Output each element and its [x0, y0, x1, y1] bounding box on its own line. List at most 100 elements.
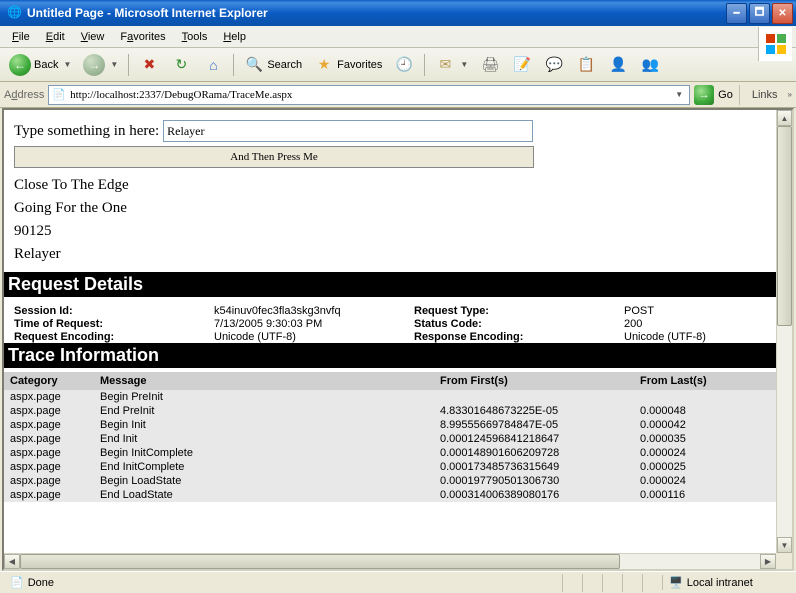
home-icon: ⌂ [203, 55, 223, 75]
table-cell: aspx.page [4, 446, 94, 460]
menubar: File Edit View Favorites Tools Help [0, 26, 796, 48]
table-cell: 0.000173485736315649 [434, 460, 634, 474]
search-button[interactable]: 🔍 Search [239, 52, 307, 78]
vertical-scrollbar[interactable]: ▲ ▼ [776, 110, 792, 553]
table-cell: 0.000197790501306730 [434, 474, 634, 488]
history-button[interactable]: 🕘 [389, 52, 419, 78]
page-icon: 📄 [52, 88, 66, 101]
page-content: Type something in here: And Then Press M… [4, 110, 776, 553]
trace-header: Trace Information [4, 343, 776, 368]
menu-edit[interactable]: Edit [38, 29, 73, 45]
table-cell: Begin Init [94, 418, 434, 432]
page-icon: 📄 [10, 576, 24, 589]
trace-table: Category Message From First(s) From Last… [4, 372, 776, 502]
table-cell: 0.000314006389080176 [434, 488, 634, 502]
print-button[interactable]: 🖨 [475, 52, 505, 78]
scroll-left-button[interactable]: ◀ [4, 554, 20, 569]
status-box [582, 574, 602, 592]
throbber [758, 27, 792, 61]
address-dropdown-icon[interactable]: ▼ [672, 90, 686, 99]
statusbar: 📄 Done 🖥️ Local intranet [0, 571, 796, 593]
links-chevron-icon[interactable]: » [788, 90, 792, 99]
messenger-icon: 👤 [608, 55, 628, 75]
menu-tools[interactable]: Tools [174, 29, 216, 45]
request-type-value: POST [624, 305, 766, 317]
list-item: Close To The Edge [14, 174, 766, 197]
history-icon: 🕘 [394, 55, 414, 75]
table-cell: Begin InitComplete [94, 446, 434, 460]
req-enc-value: Unicode (UTF-8) [214, 331, 414, 343]
table-row: aspx.pageBegin LoadState0.00019779050130… [4, 474, 776, 488]
back-button[interactable]: ← Back ▼ [4, 52, 76, 78]
forward-dropdown-icon: ▼ [110, 60, 118, 69]
mail-button[interactable]: ✉▼ [430, 52, 473, 78]
scroll-right-button[interactable]: ▶ [760, 554, 776, 569]
table-cell [434, 390, 634, 404]
favorites-label: Favorites [337, 59, 382, 71]
scroll-down-button[interactable]: ▼ [777, 537, 792, 553]
toolbar-sep [424, 54, 425, 76]
status-boxes [562, 574, 662, 592]
windows-flag-icon [764, 32, 788, 56]
forward-button[interactable]: → ▼ [78, 52, 123, 78]
horizontal-scrollbar[interactable]: ◀ ▶ [4, 553, 776, 569]
menu-favorites[interactable]: Favorites [112, 29, 173, 45]
go-button[interactable]: → [694, 85, 714, 105]
col-from-last: From Last(s) [634, 372, 776, 390]
minimize-button[interactable]: 🗕 [726, 3, 747, 24]
table-cell: aspx.page [4, 390, 94, 404]
scroll-thumb[interactable] [20, 554, 620, 569]
mail-icon: ✉ [435, 55, 455, 75]
zone-text: Local intranet [687, 577, 753, 589]
star-icon: ★ [314, 55, 334, 75]
home-button[interactable]: ⌂ [198, 52, 228, 78]
table-cell: Begin LoadState [94, 474, 434, 488]
menu-view[interactable]: View [73, 29, 113, 45]
status-box [602, 574, 622, 592]
menu-help[interactable]: Help [215, 29, 254, 45]
address-input[interactable] [70, 89, 668, 101]
table-cell: aspx.page [4, 488, 94, 502]
status-value: 200 [624, 318, 766, 330]
scroll-thumb[interactable] [777, 126, 792, 326]
table-cell: End InitComplete [94, 460, 434, 474]
table-cell: 0.000148901606209728 [434, 446, 634, 460]
text-input[interactable] [163, 120, 533, 142]
scroll-corner [776, 553, 792, 569]
window-title: Untitled Page - Microsoft Internet Explo… [27, 6, 726, 20]
submit-button[interactable]: And Then Press Me [14, 146, 534, 168]
research-button[interactable]: 📋 [571, 52, 601, 78]
col-message: Message [94, 372, 434, 390]
maximize-button[interactable]: 🗖 [749, 3, 770, 24]
list-item: 90125 [14, 220, 766, 243]
table-cell: 8.99555669784847E-05 [434, 418, 634, 432]
menu-file[interactable]: File [4, 29, 38, 45]
scroll-up-button[interactable]: ▲ [777, 110, 792, 126]
status-box [622, 574, 642, 592]
security-zone: 🖥️ Local intranet [662, 575, 792, 590]
back-dropdown-icon: ▼ [63, 60, 71, 69]
favorites-button[interactable]: ★ Favorites [309, 52, 387, 78]
table-cell: 4.83301648673225E-05 [434, 404, 634, 418]
messenger2-button[interactable]: 👥 [635, 52, 665, 78]
items-list: Close To The Edge Going For the One 9012… [14, 174, 766, 266]
close-button[interactable]: ✕ [772, 3, 793, 24]
search-icon: 🔍 [244, 55, 264, 75]
req-enc-label: Request Encoding: [14, 331, 214, 343]
refresh-icon: ↻ [171, 55, 191, 75]
toolbar: ← Back ▼ → ▼ ✖ ↻ ⌂ 🔍 Search ★ Favorites … [0, 48, 796, 82]
refresh-button[interactable]: ↻ [166, 52, 196, 78]
messenger-button[interactable]: 👤 [603, 52, 633, 78]
stop-button[interactable]: ✖ [134, 52, 164, 78]
links-label[interactable]: Links [746, 89, 784, 101]
res-enc-label: Response Encoding: [414, 331, 624, 343]
table-cell: 0.000048 [634, 404, 776, 418]
table-cell: Begin PreInit [94, 390, 434, 404]
request-type-label: Request Type: [414, 305, 624, 317]
zone-icon: 🖥️ [669, 576, 683, 589]
search-label: Search [267, 59, 302, 71]
edit-button[interactable]: 📝 [507, 52, 537, 78]
print-icon: 🖨 [480, 55, 500, 75]
request-details-header: Request Details [4, 272, 776, 297]
discuss-button[interactable]: 💬 [539, 52, 569, 78]
